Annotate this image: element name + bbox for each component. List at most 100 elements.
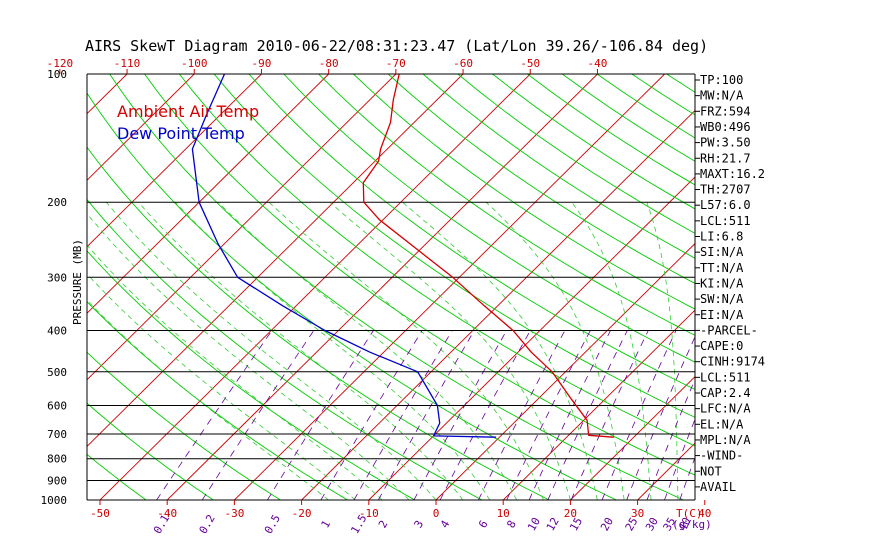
bottom-tick-label: 40 xyxy=(698,507,711,520)
mixing-ratio-tick-label: 35 xyxy=(661,515,679,533)
dew-point-temp-line xyxy=(191,74,497,438)
mixing-ratio-tick-label: 1 xyxy=(319,518,334,530)
legend-ambient-air-temp: Ambient Air Temp xyxy=(117,102,259,121)
dry-adiabat-line xyxy=(666,74,695,93)
moist-adiabat-line xyxy=(87,244,383,500)
bottom-temperature-ticks: -50 -40 -30 -20 -10 0 10 20 30 40 xyxy=(90,500,711,520)
dry-adiabat-line xyxy=(213,74,695,418)
side-panel-value: SW:N/A xyxy=(700,292,744,306)
dry-adiabat-line xyxy=(736,74,870,500)
dry-adiabat-line xyxy=(87,146,550,500)
side-panel-value: SI:N/A xyxy=(700,245,744,259)
mixing-ratio-tick-label: 4 xyxy=(438,518,453,531)
top-tick-label: -120 xyxy=(47,57,74,70)
mixing-ratio-line xyxy=(413,330,507,500)
isotherm-line xyxy=(502,309,695,500)
side-panel-value: NOT xyxy=(700,464,722,478)
mixing-ratio-tick-label: 12 xyxy=(544,515,562,533)
moist-adiabat-line xyxy=(105,201,437,500)
side-panel-value: EI:N/A xyxy=(700,308,744,322)
side-panel-value: CAPE:0 xyxy=(700,339,743,353)
moist-adiabat-line xyxy=(329,201,571,500)
side-panel-value: CINH:9174 xyxy=(700,355,765,369)
side-panel-value: MW:N/A xyxy=(700,89,744,103)
isotherm-line xyxy=(87,74,464,447)
legend-dew-point-temp: Dew Point Temp xyxy=(117,124,245,143)
mixing-ratio-line xyxy=(601,330,677,500)
dry-adiabat-line xyxy=(387,74,695,284)
x-axis-label: T(C) xyxy=(676,507,703,520)
bottom-tick-label: -40 xyxy=(157,507,177,520)
moist-adiabat-line xyxy=(138,201,464,500)
pressure-tick-label: 200 xyxy=(47,196,67,209)
pressure-tick-label: 300 xyxy=(47,271,67,284)
mixing-ratio-tick-label: 6 xyxy=(476,518,491,530)
bottom-tick-label: -50 xyxy=(90,507,110,520)
dry-adiabat-line xyxy=(87,250,416,500)
side-panel-value: -WIND- xyxy=(700,449,743,463)
mixing-ratio-line xyxy=(439,330,531,500)
side-panel-value: TP:100 xyxy=(700,73,743,87)
isotherm-line xyxy=(570,376,695,500)
ambient-air-temp-line xyxy=(362,74,614,438)
dry-adiabat-line xyxy=(527,74,695,186)
mixing-ratio-line xyxy=(353,330,453,500)
side-panel-value: FRZ:594 xyxy=(700,104,751,118)
isotherm-line xyxy=(166,74,598,500)
mixing-ratio-tick-label: 40 xyxy=(676,515,694,533)
mixing-ratio-tick-label: 8 xyxy=(504,518,519,530)
bottom-tick-label: 0 xyxy=(433,507,440,520)
mixing-ratio-tick-label: 0.5 xyxy=(262,512,283,536)
side-panel-value: WB0:496 xyxy=(700,120,751,134)
mixing-ratio-line xyxy=(528,330,611,500)
pressure-tick-label: 500 xyxy=(47,366,67,379)
isotherm-line xyxy=(87,74,262,248)
dry-adiabat-line xyxy=(248,74,695,390)
top-tick-label: -40 xyxy=(588,57,608,70)
side-panel-value: RH:21.7 xyxy=(700,151,751,165)
top-tick-label: -80 xyxy=(319,57,339,70)
isotherm-line xyxy=(637,442,695,500)
dry-adiabat-line xyxy=(771,74,870,500)
bottom-tick-label: -30 xyxy=(224,507,244,520)
pressure-tick-label: 1000 xyxy=(41,494,68,507)
isotherm-line xyxy=(301,109,695,500)
plot-frame xyxy=(86,73,696,501)
pressure-tick-label: 400 xyxy=(47,324,67,337)
dry-adiabat-line xyxy=(178,74,695,447)
mixing-ratio-tick-label: 0.2 xyxy=(197,512,218,536)
mixing-ratio-tick-label: 10 xyxy=(525,515,543,533)
top-tick-label: -100 xyxy=(181,57,208,70)
dry-adiabat-line xyxy=(283,74,695,363)
mixing-ratio-unit-label: (g/kg) xyxy=(672,518,712,531)
moist-adiabat-line xyxy=(87,213,410,500)
top-temperature-ticks: -120 -110 -100 -90 -80 -70 -60 -50 -40 xyxy=(47,57,608,74)
pressure-tick-label: 700 xyxy=(47,428,67,441)
bottom-tick-label: 30 xyxy=(631,507,644,520)
side-panel-value: LI:6.8 xyxy=(700,230,743,244)
mixing-ratio-tick-label: 20 xyxy=(598,515,616,533)
pressure-tick-label: 100 xyxy=(47,68,67,81)
bottom-tick-label: -10 xyxy=(359,507,379,520)
side-panel-value: EL:N/A xyxy=(700,417,744,431)
dry-adiabat-line xyxy=(806,74,870,500)
side-panel-value: MAXT:16.2 xyxy=(700,167,765,181)
top-tick-label: -90 xyxy=(252,57,272,70)
moist-adiabat-line xyxy=(402,201,598,500)
mixing-ratio-tick-label: 25 xyxy=(623,515,641,533)
mixing-ratio-tick-label: 3 xyxy=(412,518,427,530)
side-panel-value: CAP:2.4 xyxy=(700,386,751,400)
side-panel-value: PW:3.50 xyxy=(700,136,751,150)
dry-adiabat-line xyxy=(87,92,617,500)
top-tick-label: -70 xyxy=(386,57,406,70)
side-panel-value: KI:N/A xyxy=(700,276,744,290)
mixing-ratio-line xyxy=(547,330,628,500)
chart-title: AIRS SkewT Diagram 2010-06-22/08:31:23.4… xyxy=(85,37,708,55)
pressure-axis: 100 200 300 400 500 600 700 800 900 1000 xyxy=(41,68,68,507)
top-tick-label: -110 xyxy=(114,57,141,70)
dry-adiabat-line xyxy=(492,74,695,210)
dry-adiabat-line xyxy=(87,453,147,500)
bottom-tick-label: -20 xyxy=(292,507,312,520)
sounding-series xyxy=(191,74,614,438)
